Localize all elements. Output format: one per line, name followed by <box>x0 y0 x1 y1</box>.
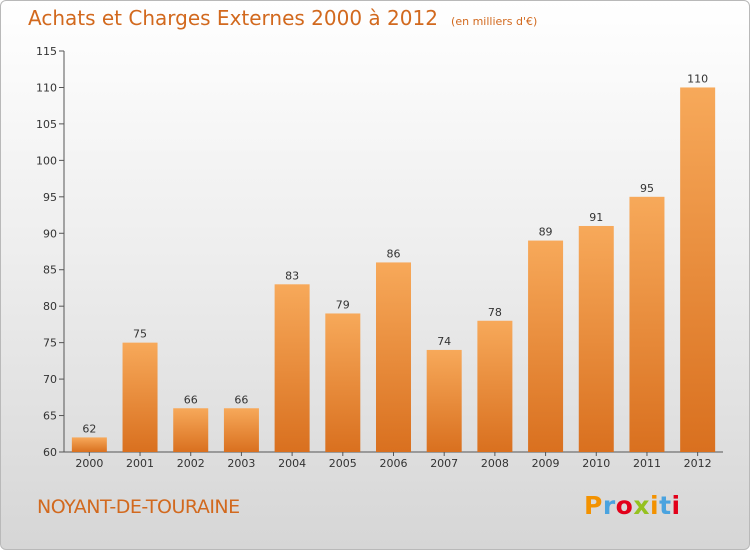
x-tick-label: 2002 <box>177 457 205 470</box>
y-tick-label: 80 <box>43 300 57 313</box>
x-tick-label: 2004 <box>278 457 306 470</box>
bar-2005 <box>325 313 361 452</box>
y-tick-label: 85 <box>43 264 57 277</box>
x-tick-label: 2012 <box>684 457 712 470</box>
bar-2004 <box>274 284 310 452</box>
y-tick-label: 65 <box>43 410 57 423</box>
data-label-2012: 110 <box>687 72 708 85</box>
x-tick-label: 2005 <box>329 457 357 470</box>
bar-2007 <box>426 349 462 452</box>
bar-2012 <box>680 87 716 453</box>
data-label-2005: 79 <box>336 298 350 311</box>
y-tick-label: 105 <box>36 118 57 131</box>
y-tick-label: 95 <box>43 191 57 204</box>
y-tick-label: 60 <box>43 446 57 459</box>
x-tick-label: 2009 <box>532 457 560 470</box>
data-label-2002: 66 <box>184 393 198 406</box>
bar-2010 <box>578 225 614 452</box>
title-row: Achats et Charges Externes 2000 à 2012 (… <box>28 6 537 30</box>
x-tick-label: 2001 <box>126 457 154 470</box>
logo-letter: i <box>650 491 660 520</box>
data-label-2011: 95 <box>640 182 654 195</box>
y-tick-label: 90 <box>43 227 57 240</box>
data-label-2000: 62 <box>82 422 96 435</box>
data-label-2008: 78 <box>488 306 502 319</box>
bar-2009 <box>528 240 564 452</box>
y-tick-label: 70 <box>43 373 57 386</box>
y-tick-label: 75 <box>43 337 57 350</box>
bar-2000 <box>71 437 107 452</box>
logo-letter: x <box>633 491 650 520</box>
x-tick-label: 2007 <box>430 457 458 470</box>
x-tick-label: 2008 <box>481 457 509 470</box>
proxiti-logo: Proxiti <box>584 491 681 520</box>
bar-2006 <box>376 262 411 452</box>
bar-layer <box>71 87 716 453</box>
y-tick-label: 110 <box>36 81 57 94</box>
data-label-2003: 66 <box>234 393 248 406</box>
x-tick-label: 2006 <box>380 457 408 470</box>
data-label-2006: 86 <box>387 247 401 260</box>
axis-layer: 60 65 70 75 80 85 90 95 100 105 110 115 <box>36 45 723 459</box>
data-label-2001: 75 <box>133 328 147 341</box>
x-tick-label: 2003 <box>227 457 255 470</box>
chart-subtitle: (en milliers d'€) <box>451 15 538 28</box>
logo-letter: P <box>584 491 603 520</box>
commune-name: NOYANT-DE-TOURAINE <box>37 496 240 518</box>
data-label-2010: 91 <box>589 211 603 224</box>
y-tick-label: 115 <box>36 45 57 58</box>
y-tick-label: 100 <box>36 154 57 167</box>
logo-letter: r <box>602 491 616 520</box>
data-label-2004: 83 <box>285 269 299 282</box>
x-tick-label: 2011 <box>633 457 661 470</box>
x-tick-label: 2010 <box>582 457 610 470</box>
chart-title: Achats et Charges Externes 2000 à 2012 <box>28 6 438 30</box>
data-label-2009: 89 <box>539 226 553 239</box>
label-layer: 2000 62 2001 75 2002 66 2003 66 2004 83 2005 79 2006… <box>75 72 711 470</box>
bar-2001 <box>122 342 158 452</box>
bar-2008 <box>477 320 513 452</box>
data-label-2007: 74 <box>437 335 451 348</box>
logo-letter: t <box>659 491 672 520</box>
logo-letter: i <box>671 491 681 520</box>
bar-2011 <box>629 196 665 452</box>
bar-2003 <box>223 408 259 452</box>
x-tick-label: 2000 <box>75 457 103 470</box>
bar-2002 <box>173 408 209 452</box>
logo-letter: o <box>615 491 634 520</box>
